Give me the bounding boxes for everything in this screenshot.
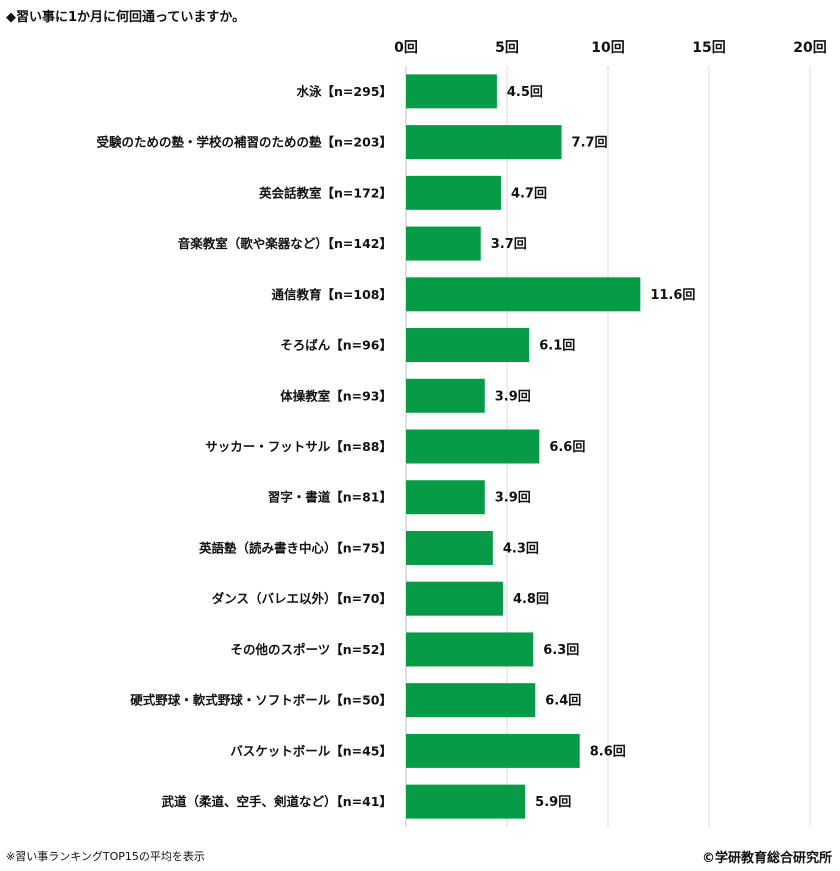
category-label: ダンス（バレエ以外）【n=70】 — [212, 591, 392, 606]
bar — [406, 480, 485, 515]
bar — [406, 125, 562, 160]
credit: ©学研教育総合研究所 — [701, 851, 832, 866]
bar — [406, 175, 501, 210]
category-label: 武道（柔道、空手、剣道など）【n=41】 — [161, 794, 392, 809]
bar — [406, 733, 580, 768]
value-label: 6.3回 — [543, 643, 579, 658]
category-label: 硬式野球・軟式野球・ソフトボール【n=50】 — [130, 693, 392, 708]
bar — [406, 277, 641, 312]
category-label: 音楽教室（歌や楽器など）【n=142】 — [178, 236, 392, 251]
bar — [406, 683, 536, 718]
bar — [406, 530, 493, 565]
x-tick-label: 10回 — [591, 40, 624, 56]
value-labels: 4.5回 7.7回 4.7回 3.7回 11.6回 6.1回 3.9回 6.6回 3.9回 4.3… — [491, 85, 696, 810]
value-label: 7.7回 — [572, 136, 608, 151]
value-label: 4.7回 — [511, 186, 547, 201]
value-label: 3.9回 — [495, 491, 531, 506]
value-label: 4.3回 — [503, 541, 539, 556]
category-labels: 水泳【n=295】受験のための塾・学校の補習のための塾【n=203】英会話教室【… — [97, 84, 392, 809]
value-label: 5.9回 — [535, 795, 571, 810]
category-label: 通信教育【n=108】 — [272, 287, 392, 302]
bar — [406, 581, 503, 616]
footnote: ※習い事ランキングTOP15の平均を表示 — [6, 850, 205, 863]
value-label: 6.1回 — [539, 339, 575, 354]
category-label: そろばん【n=96】 — [280, 338, 392, 353]
x-tick-label: 0回 — [394, 40, 418, 56]
value-label: 6.4回 — [545, 694, 581, 709]
category-label: 英会話教室【n=172】 — [259, 185, 392, 200]
bar — [406, 74, 497, 109]
x-tick-label: 15回 — [692, 40, 725, 56]
category-label: 習字・書道【n=81】 — [268, 490, 392, 505]
category-label: その他のスポーツ【n=52】 — [230, 642, 392, 657]
value-label: 8.6回 — [590, 744, 626, 759]
bar — [406, 429, 540, 464]
bars — [406, 74, 641, 819]
category-label: 体操教室【n=93】 — [280, 388, 392, 403]
x-tick-label: 5回 — [495, 40, 519, 56]
value-label: 4.5回 — [507, 85, 543, 100]
chart-title: ◆習い事に1か月に何回通っていますか。 — [6, 10, 246, 25]
bar — [406, 226, 481, 261]
value-label: 3.9回 — [495, 389, 531, 404]
value-label: 3.7回 — [491, 237, 527, 252]
value-label: 6.6回 — [549, 440, 585, 455]
value-label: 4.8回 — [513, 592, 549, 607]
bar — [406, 378, 485, 413]
category-label: バスケットボール【n=45】 — [230, 743, 392, 758]
bar — [406, 632, 534, 667]
value-label: 11.6回 — [650, 288, 695, 303]
category-label: サッカー・フットサル【n=88】 — [205, 439, 392, 454]
category-label: 水泳【n=295】 — [297, 84, 392, 99]
x-tick-label: 20回 — [793, 40, 826, 56]
bar — [406, 328, 530, 363]
category-label: 受験のための塾・学校の補習のための塾【n=203】 — [97, 135, 392, 150]
bar — [406, 784, 526, 819]
category-label: 英語塾（読み書き中心）【n=75】 — [199, 540, 392, 555]
x-axis-ticks: 0回 5回 10回 15回 20回 — [394, 40, 827, 56]
